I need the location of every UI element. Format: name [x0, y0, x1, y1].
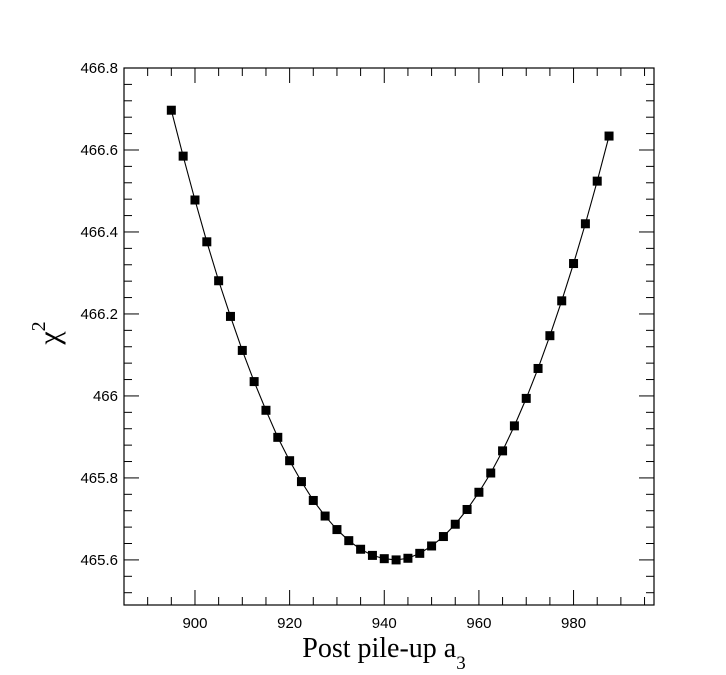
- y-tick-label: 466.6: [80, 142, 118, 159]
- data-point: [509, 421, 519, 431]
- data-point: [344, 536, 354, 546]
- data-point: [521, 393, 531, 403]
- data-point: [569, 259, 579, 269]
- x-axis-title-main: Post pile-up a: [302, 633, 457, 664]
- y-tick-label: 466: [93, 388, 118, 405]
- data-point: [225, 311, 235, 321]
- y-tick-labels: 465.6 465.8 466 466.2 466.4 466.6 466.8: [80, 60, 118, 569]
- plot-frame: [123, 67, 655, 606]
- y-tick-label: 465.8: [80, 470, 118, 487]
- minor-ticks: [123, 68, 654, 605]
- data-point: [533, 363, 543, 373]
- data-point: [214, 276, 224, 286]
- x-axis-title-subscript: 3: [456, 653, 466, 674]
- x-tick-label: 920: [277, 615, 302, 632]
- major-ticks: [124, 67, 654, 605]
- x-axis-title: Post pile-up a3: [302, 633, 466, 674]
- data-point: [178, 151, 188, 161]
- x-tick-labels: 900 920 940 960 980: [182, 615, 586, 632]
- data-point: [415, 548, 425, 558]
- y-axis-title: χ2: [28, 321, 66, 345]
- data-point: [237, 345, 247, 355]
- data-point: [403, 553, 413, 563]
- data-point: [557, 296, 567, 306]
- data-point: [296, 477, 306, 487]
- data-point: [190, 195, 200, 205]
- data-point: [474, 487, 484, 497]
- data-point: [308, 495, 318, 505]
- x-tick-label: 940: [372, 615, 397, 632]
- data-point: [580, 219, 590, 229]
- x-tick-label: 900: [182, 615, 207, 632]
- data-point: [332, 525, 342, 535]
- data-point: [498, 446, 508, 456]
- y-tick-label: 466.4: [80, 224, 118, 241]
- data-point: [320, 511, 330, 521]
- data-point: [166, 105, 176, 115]
- data-point: [367, 550, 377, 560]
- data-point: [545, 331, 555, 341]
- x-tick-label: 960: [466, 615, 491, 632]
- y-tick-label: 466.2: [80, 306, 118, 323]
- data-point: [379, 554, 389, 564]
- data-point: [604, 131, 614, 141]
- data-point: [249, 377, 259, 387]
- data-point: [273, 432, 283, 442]
- data-point: [450, 519, 460, 529]
- y-axis-title-main: χ: [33, 331, 66, 346]
- data-point: [391, 555, 401, 565]
- x-tick-label: 980: [561, 615, 586, 632]
- y-axis-title-superscript: 2: [28, 321, 50, 331]
- data-point: [438, 532, 448, 542]
- y-tick-label: 465.6: [80, 552, 118, 569]
- data-point: [261, 405, 271, 415]
- y-tick-label: 466.8: [80, 60, 118, 77]
- data-point: [356, 544, 366, 554]
- data-point: [462, 504, 472, 514]
- data-point: [285, 456, 295, 466]
- data-point: [202, 237, 212, 247]
- data-point: [592, 176, 602, 186]
- data-point: [486, 468, 496, 478]
- data-markers: [166, 105, 614, 565]
- data-point: [427, 541, 437, 551]
- series-line: [170, 110, 610, 561]
